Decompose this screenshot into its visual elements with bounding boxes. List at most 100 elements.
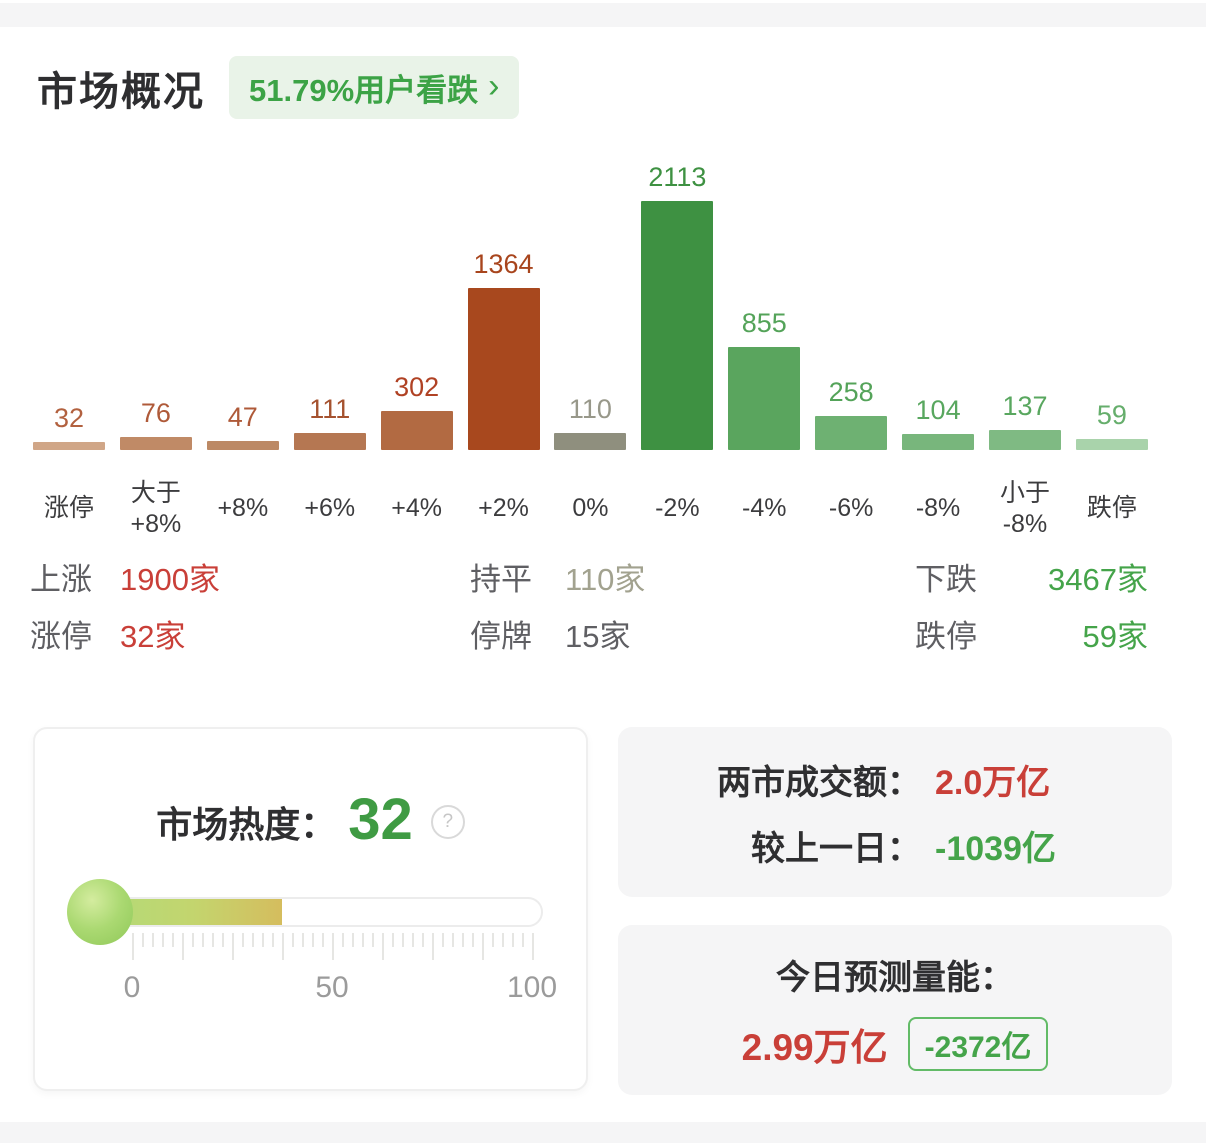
bar-area: 258: [815, 150, 888, 450]
gauge-tick: [212, 933, 214, 947]
forecast-delta-badge: -2372亿: [907, 1016, 1049, 1071]
turnover-row: 两市成交额： 2.0万亿: [618, 755, 1172, 804]
forecast-title: 今日预测量能：: [776, 958, 1014, 997]
bar: [119, 437, 192, 450]
bottom-divider-strip: [0, 1122, 1206, 1143]
market-breadth-summary: 上涨 1900家 持平 110家 下跌 3467家 涨停 32家 停牌 15家 跌停 59家: [30, 552, 1148, 666]
gauge-tick: [232, 933, 234, 960]
bar-column: 1364 +2%: [467, 150, 540, 542]
summary-value: 1900家: [120, 562, 220, 597]
turnover-card: 两市成交额： 2.0万亿较上一日： -1039亿: [618, 727, 1172, 897]
gauge-tick: [342, 933, 344, 947]
gauge-tick: [512, 933, 514, 947]
bar: [380, 411, 453, 450]
summary-row: 涨停 32家 停牌 15家 跌停 59家: [30, 609, 1148, 666]
bar-area: 111: [293, 150, 366, 450]
x-axis-label: -4%: [742, 494, 787, 523]
gauge-tick: [192, 933, 194, 947]
gauge-scale-label: 50: [315, 971, 349, 1004]
x-axis-label: +8%: [217, 494, 269, 523]
gauge-track: [82, 897, 543, 927]
gauge-tick: [242, 933, 244, 947]
x-axis-label: +4%: [391, 494, 442, 523]
x-axis-label: +2%: [478, 494, 529, 523]
gauge-tick: [222, 933, 224, 947]
gauge-tick: [412, 933, 414, 947]
bar-column: 302 +4%: [380, 150, 453, 542]
bar: [33, 442, 105, 450]
turnover-row: 较上一日： -1039亿: [618, 821, 1172, 870]
x-axis-label: -8%: [915, 494, 961, 523]
bar-value-label: 111: [309, 393, 351, 424]
x-axis-label: 跌停: [1086, 494, 1137, 523]
bar-value-label: 2113: [648, 161, 707, 192]
summary-value: 32家: [120, 619, 186, 654]
x-axis-label: 涨停: [43, 494, 94, 523]
forecast-row: 2.99万亿 -2372亿: [742, 1016, 1049, 1071]
gauge-tick: [132, 933, 134, 960]
summary-row: 上涨 1900家 持平 110家 下跌 3467家: [30, 552, 1148, 609]
gauge-tick: [252, 933, 254, 947]
gauge-tick: [442, 933, 444, 947]
x-axis-label: -2%: [655, 494, 700, 523]
bar-area: 137: [988, 150, 1061, 450]
gauge-tick: [372, 933, 374, 947]
summary-value: 110家: [565, 562, 646, 597]
bar-area: 302: [380, 150, 453, 450]
bar: [206, 441, 279, 450]
bar-value-label: 59: [1096, 399, 1127, 430]
chevron-right-icon: ›: [488, 66, 500, 105]
gauge-tick: [402, 933, 404, 947]
bar-column: 111 +6%: [293, 150, 366, 542]
gauge-tick: [532, 933, 534, 960]
market-heat-value: 32: [348, 787, 413, 852]
bar: [728, 347, 801, 450]
gauge-tick: [502, 933, 504, 947]
bar-column: 59 跌停: [1075, 150, 1148, 542]
gauge-scale-label: 0: [123, 971, 141, 1004]
summary-label: 持平: [470, 562, 532, 597]
turnover-label: 较上一日：: [751, 829, 921, 868]
gauge-tick: [312, 933, 314, 947]
summary-label: 跌停: [915, 619, 977, 654]
sentiment-badge[interactable]: 51.79%用户看跌 ›: [229, 56, 520, 119]
gauge-ruler: [132, 933, 534, 963]
gauge-scale-label: 100: [506, 971, 558, 1004]
turnover-value: 2.0万亿: [935, 763, 1051, 802]
gauge-tick: [382, 933, 384, 960]
summary-value: 59家: [1082, 619, 1148, 654]
help-icon[interactable]: ?: [430, 805, 465, 839]
gauge-tick: [262, 933, 264, 947]
summary-label: 下跌: [915, 562, 977, 597]
bar: [293, 433, 366, 450]
gauge-tick: [452, 933, 454, 947]
summary-label: 上涨: [30, 562, 92, 597]
bar-value-label: 855: [741, 307, 787, 338]
gauge-tick: [172, 933, 174, 947]
bar-area: 59: [1075, 150, 1148, 450]
bar-column: 855 -4%: [728, 150, 801, 542]
bar: [902, 434, 975, 450]
gauge-tick: [142, 933, 144, 947]
bar-value-label: 32: [53, 402, 85, 433]
bar-column: 32 涨停: [33, 150, 105, 542]
bar-value-label: 137: [1002, 390, 1048, 421]
bar: [988, 430, 1061, 450]
bar-value-label: 258: [828, 376, 874, 407]
gauge-tick: [162, 933, 164, 947]
turnover-value: -1039亿: [935, 829, 1056, 868]
bar-area: 104: [902, 150, 975, 450]
x-axis-label: -6%: [828, 494, 874, 523]
market-heat-label: 市场热度：: [156, 804, 337, 845]
gauge-bulb-handle: [67, 879, 133, 945]
bar: [1075, 439, 1148, 450]
x-axis-label: +6%: [304, 494, 356, 523]
bar-area: 2113: [641, 150, 714, 450]
bar-value-label: 104: [915, 394, 961, 425]
summary-label: 涨停: [30, 619, 92, 654]
gauge-tick: [492, 933, 494, 947]
sentiment-badge-label: 51.79%用户看跌: [249, 73, 479, 108]
gauge-tick: [272, 933, 274, 947]
bar-area: 1364: [467, 150, 540, 450]
